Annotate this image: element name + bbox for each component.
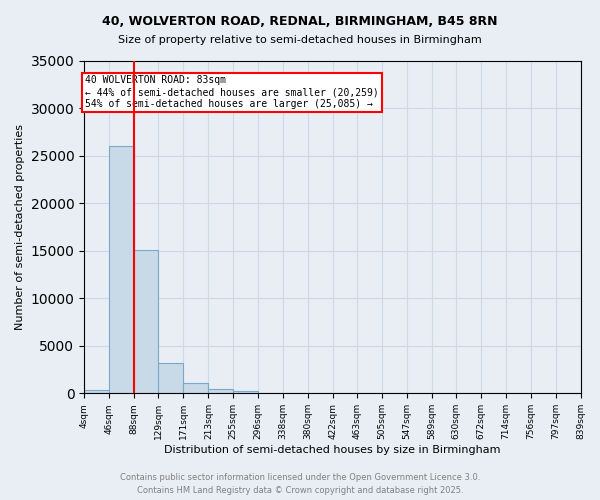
Bar xyxy=(84,390,109,394)
Bar xyxy=(158,363,184,394)
Bar xyxy=(134,250,158,394)
Text: Contains public sector information licensed under the Open Government Licence 3.: Contains public sector information licen… xyxy=(120,474,480,482)
X-axis label: Distribution of semi-detached houses by size in Birmingham: Distribution of semi-detached houses by … xyxy=(164,445,500,455)
Text: Contains HM Land Registry data © Crown copyright and database right 2025.: Contains HM Land Registry data © Crown c… xyxy=(137,486,463,495)
Text: 40 WOLVERTON ROAD: 83sqm
← 44% of semi-detached houses are smaller (20,259)
54% : 40 WOLVERTON ROAD: 83sqm ← 44% of semi-d… xyxy=(85,76,379,108)
Text: 40, WOLVERTON ROAD, REDNAL, BIRMINGHAM, B45 8RN: 40, WOLVERTON ROAD, REDNAL, BIRMINGHAM, … xyxy=(102,15,498,28)
Text: Size of property relative to semi-detached houses in Birmingham: Size of property relative to semi-detach… xyxy=(118,35,482,45)
Bar xyxy=(208,388,233,394)
Bar xyxy=(233,392,258,394)
Bar xyxy=(184,383,208,394)
Y-axis label: Number of semi-detached properties: Number of semi-detached properties xyxy=(15,124,25,330)
Bar xyxy=(109,146,134,394)
